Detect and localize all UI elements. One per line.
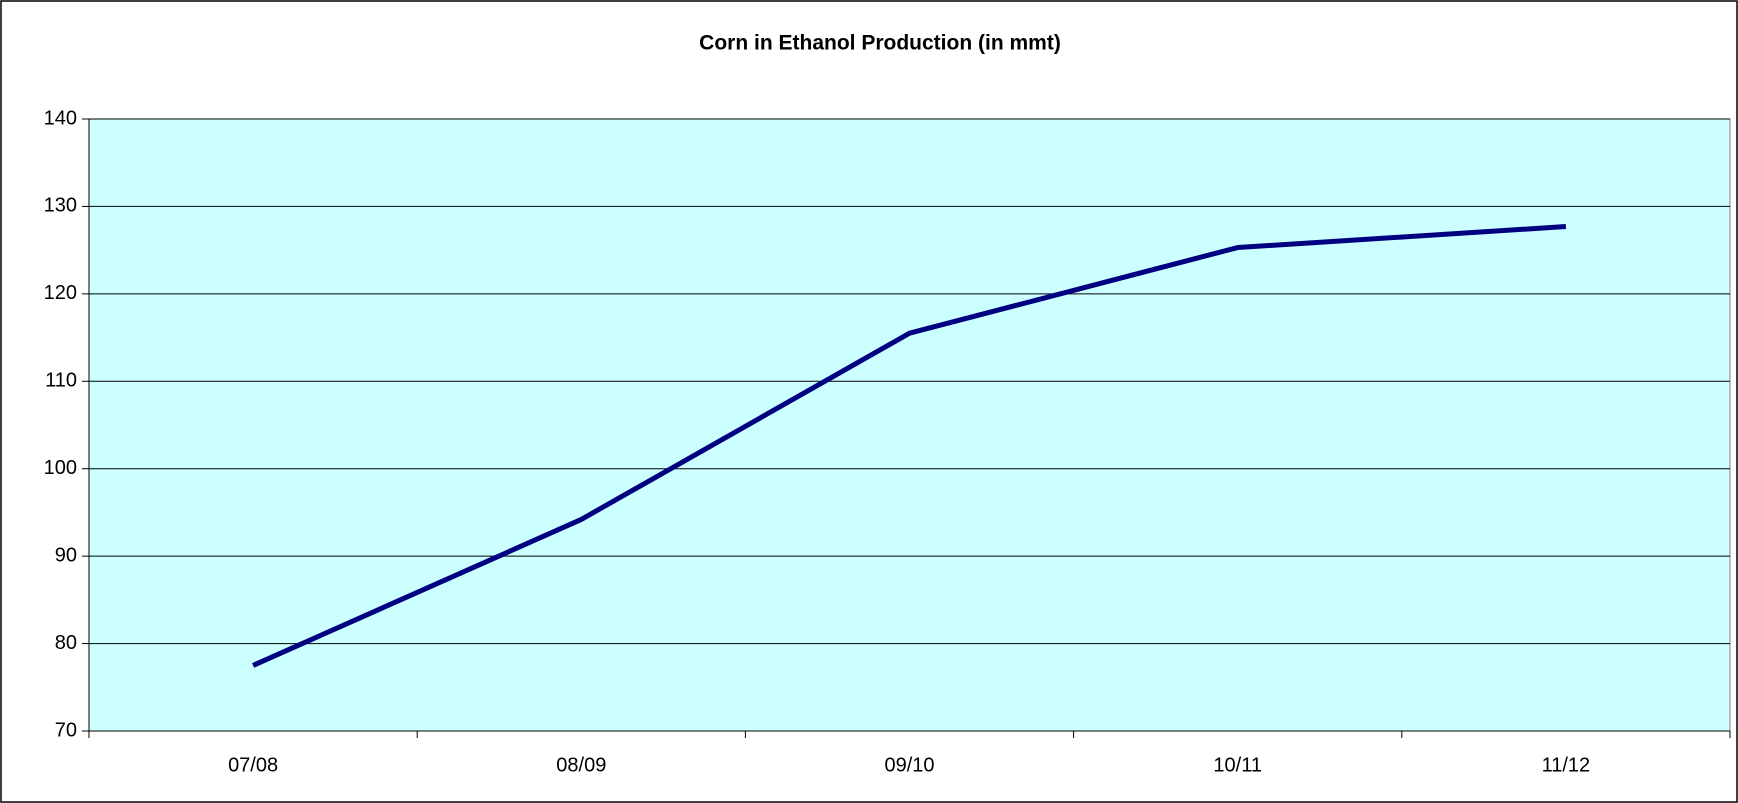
plot-area [88, 118, 1731, 732]
y-tick-label: 110 [45, 370, 77, 392]
y-tick-label: 90 [55, 544, 77, 566]
x-tick-label: 11/12 [1542, 754, 1591, 776]
x-tick-label: 08/09 [556, 754, 606, 776]
y-tick-label: 80 [55, 632, 77, 654]
y-tick-label: 70 [55, 719, 77, 741]
chart-title: Corn in Ethanol Production (in mmt) [699, 32, 1061, 55]
x-tick-label: 09/10 [884, 754, 934, 776]
y-tick-label: 130 [44, 195, 77, 217]
y-tick-label: 120 [44, 282, 77, 304]
x-tick-label: 10/11 [1213, 754, 1262, 776]
x-tick-label: 07/08 [228, 754, 278, 776]
data-line [252, 224, 1567, 668]
y-tick-label: 100 [44, 457, 77, 479]
y-tick-label: 140 [44, 107, 77, 129]
